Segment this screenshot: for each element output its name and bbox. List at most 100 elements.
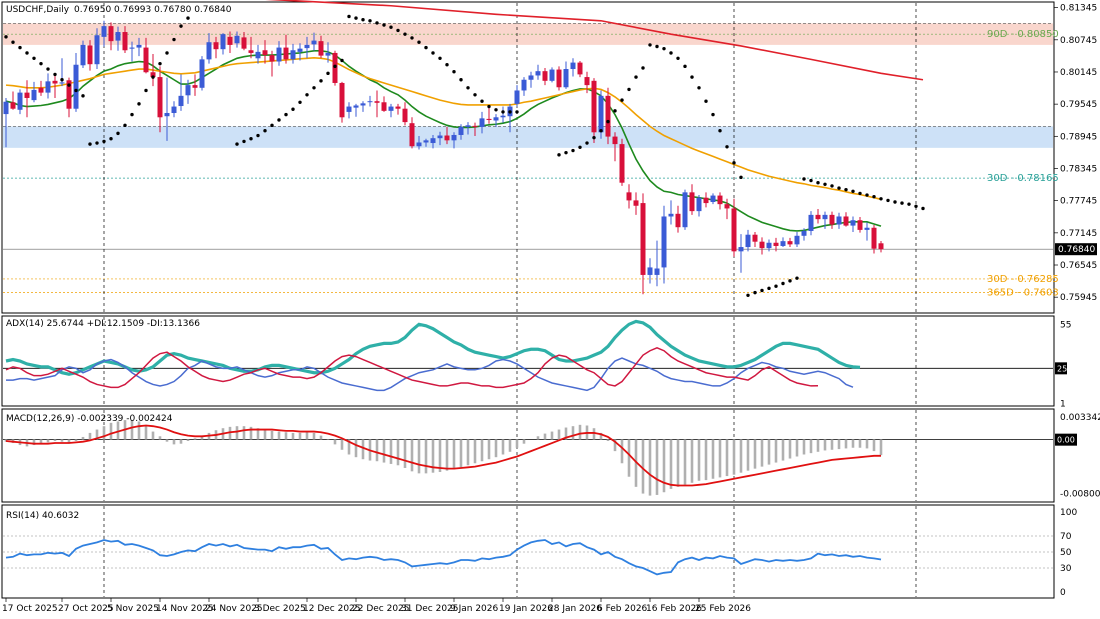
sar-dot <box>452 70 456 74</box>
macd-title: MACD(12,26,9) -0.002339 -0.002424 <box>6 414 173 424</box>
candle-body <box>10 102 16 109</box>
candle-body <box>73 64 79 109</box>
sar-dot <box>879 197 883 201</box>
candle-body <box>381 102 387 111</box>
sar-dot <box>774 284 778 288</box>
moving-averages <box>5 0 924 232</box>
sar-dot <box>11 40 15 44</box>
candle-body <box>458 126 464 135</box>
price-tick-label: 0.78945 <box>1060 132 1097 142</box>
sar-dot <box>417 40 421 44</box>
candle-body <box>647 267 653 275</box>
symbol-label: USDCHF,Daily 0.76950 0.76993 0.76780 0.7… <box>6 5 232 15</box>
candle-body <box>367 101 373 103</box>
candle-body <box>206 42 212 60</box>
candle-body <box>640 203 646 275</box>
candle-body <box>724 204 730 209</box>
candlesticks[interactable] <box>3 20 884 295</box>
sar-dot <box>921 206 925 211</box>
candle-body <box>241 37 247 49</box>
sar-dot <box>242 139 246 144</box>
sar-dot <box>123 123 127 128</box>
sar-dot <box>445 63 449 67</box>
candle-body <box>353 105 359 108</box>
candle-body <box>871 227 877 249</box>
sar-dot <box>620 98 624 102</box>
candle-body <box>857 220 863 230</box>
price-tick-label: 0.80145 <box>1060 68 1097 78</box>
sar-dot <box>606 119 610 124</box>
sar-dot <box>704 99 708 103</box>
time-tick-label: 25 Feb 2026 <box>695 604 751 614</box>
sar-dot <box>669 51 673 55</box>
rsi-panel[interactable]: 100 70 50 30 0 RSI(14) 40.6032 <box>1 504 1077 599</box>
candle-body <box>675 213 681 228</box>
sar-dot <box>249 137 253 141</box>
candle-body <box>563 69 569 88</box>
sar-dot <box>326 71 330 76</box>
adx-panel[interactable]: 55 25 1 ADX(14) 25.6744 +DI:12.1509 -DI:13… <box>1 315 1071 410</box>
sar-dot <box>718 128 722 133</box>
candle-body <box>633 200 639 206</box>
sar-dot <box>81 94 85 98</box>
candle-body <box>143 47 149 73</box>
ema-line-1 <box>5 56 882 201</box>
sar-dot <box>480 99 484 103</box>
price-tick-label: 0.78345 <box>1060 164 1097 174</box>
sar-dot <box>837 186 841 190</box>
sar-dot <box>690 75 694 79</box>
time-tick-label: 6 Feb 2026 <box>597 604 648 614</box>
sar-dot <box>739 175 743 180</box>
candle-body <box>731 208 737 252</box>
candle-body <box>486 118 492 120</box>
sar-dot <box>396 28 400 33</box>
candle-body <box>318 41 324 56</box>
current-price-tag <box>1055 243 1097 256</box>
ema-line-2 <box>265 0 924 81</box>
sar-dot <box>508 110 512 114</box>
price-panel-frame <box>1 1 1055 314</box>
sar-dot <box>130 112 134 117</box>
sar-dot <box>291 107 295 111</box>
sar-dot <box>830 184 834 188</box>
candle-body <box>668 213 674 217</box>
parabolic-sar <box>4 14 925 298</box>
sar-dot <box>872 194 876 199</box>
time-tick-label: 14 Nov 2025 <box>156 604 214 614</box>
candle-body <box>255 51 261 59</box>
price-tick-label: 0.80745 <box>1060 36 1097 46</box>
adx-tick-label: 55 <box>1060 320 1071 330</box>
candle-body <box>87 45 93 65</box>
time-tick-label: 22 Dec 2025 <box>352 604 410 614</box>
candle-body <box>654 268 660 275</box>
sar-dot <box>473 93 477 97</box>
sar-dot <box>424 45 428 50</box>
price-tick-label: 0.76545 <box>1060 261 1097 271</box>
adx-level-tag <box>1055 362 1067 375</box>
sar-dot <box>431 51 435 55</box>
sar-dot <box>165 51 169 55</box>
price-panel[interactable]: 90D - 0.80850 30D - 0.78165 30D - 0.76285 3… <box>1 0 1097 314</box>
sar-dot <box>263 128 267 133</box>
candle-body <box>339 82 345 118</box>
candle-body <box>437 135 443 139</box>
candle-body <box>612 136 618 145</box>
sar-dot <box>298 100 302 104</box>
rsi-axis: 100 70 50 30 0 <box>1060 508 1077 598</box>
candle-body <box>115 32 121 41</box>
candle-body <box>276 47 282 62</box>
candle-body <box>290 50 296 60</box>
candle-body <box>3 101 9 115</box>
sar-dot <box>305 93 309 97</box>
candle-body <box>101 26 107 37</box>
sar-dot <box>319 79 323 83</box>
candle-body <box>374 101 380 103</box>
candle-body <box>136 44 142 48</box>
candle-body <box>479 118 485 127</box>
sar-dot <box>648 43 652 47</box>
candle-body <box>269 55 275 62</box>
macd-panel[interactable]: 0.003342 0.00 -0.008007 MACD(12,26,9) -0.0… <box>1 408 1100 503</box>
sar-dot <box>403 32 407 36</box>
candle-body <box>262 50 268 56</box>
